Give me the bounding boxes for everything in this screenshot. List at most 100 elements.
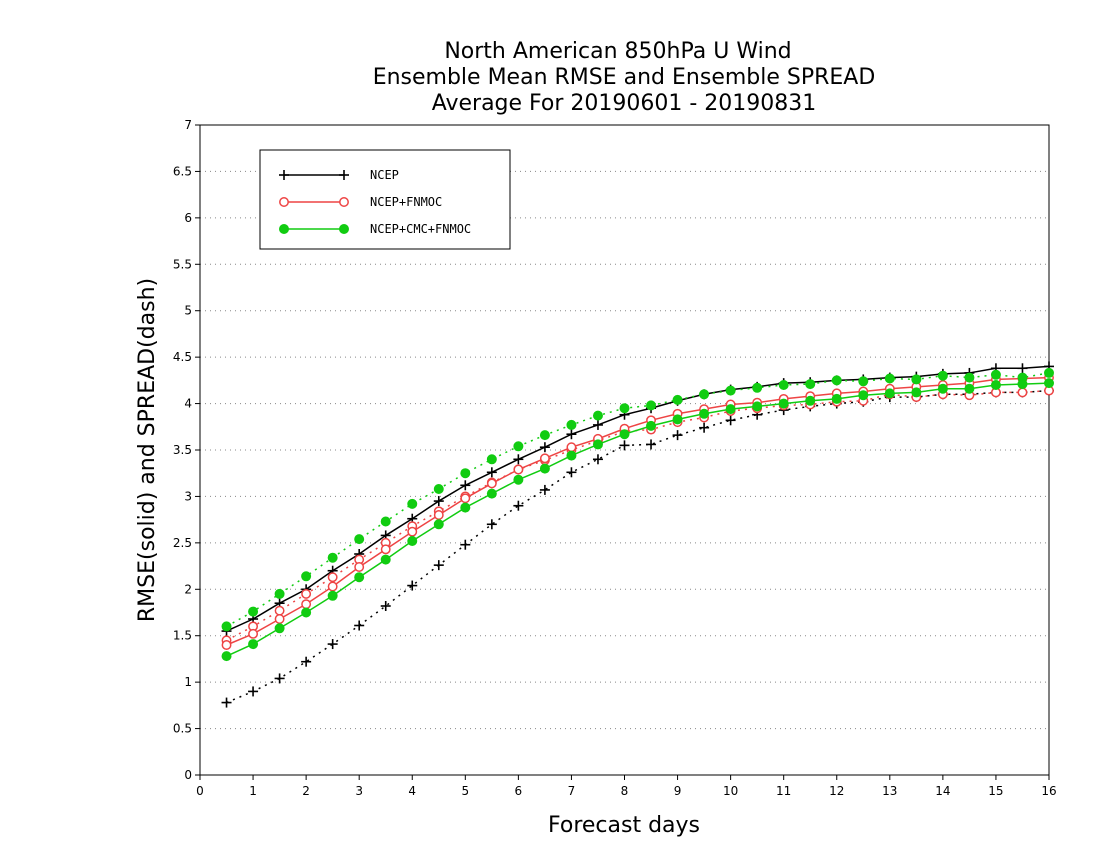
spread-point — [460, 539, 471, 550]
x-tick-label: 13 — [882, 784, 897, 798]
rmse-point — [460, 493, 471, 504]
x-tick-label: 8 — [621, 784, 629, 798]
spread-line — [226, 389, 1050, 642]
rmse-point — [433, 496, 444, 507]
spread-point — [274, 673, 285, 684]
spread-point — [433, 560, 444, 571]
rmse-point — [301, 607, 312, 618]
spread-point — [911, 374, 922, 385]
legend-item: NCEP+FNMOC — [279, 195, 442, 209]
spread-point — [274, 605, 285, 616]
spread-point — [354, 620, 365, 631]
spread-point — [301, 588, 312, 599]
y-tick-label: 6.5 — [173, 164, 192, 178]
rmse-point — [327, 581, 338, 592]
chart-title-line-2: Ensemble Mean RMSE and Ensemble SPREAD — [373, 65, 876, 90]
spread-point — [274, 588, 285, 599]
rmse-point — [1044, 378, 1054, 389]
x-tick-label: 7 — [568, 784, 576, 798]
y-tick-label: 1.5 — [173, 629, 192, 643]
rmse-point — [752, 401, 763, 412]
spread-point — [513, 500, 524, 511]
x-tick-label: 11 — [776, 784, 791, 798]
rmse-point — [566, 429, 577, 440]
spread-point — [301, 656, 312, 667]
rmse-point — [592, 439, 603, 450]
series-ncep-fnmoc — [221, 372, 1054, 650]
rmse-point — [566, 442, 577, 453]
spread-point — [752, 382, 763, 393]
rmse-point — [539, 453, 550, 464]
rmse-point — [407, 536, 418, 546]
spread-point — [301, 571, 312, 582]
series-ncep — [221, 361, 1054, 708]
spread-point — [380, 601, 391, 611]
spread-point — [805, 379, 816, 390]
spread-point — [486, 454, 497, 465]
rmse-point — [646, 420, 657, 431]
rmse-point — [274, 623, 285, 634]
spread-point — [646, 400, 657, 411]
spread-point — [248, 686, 259, 697]
spread-point — [354, 534, 365, 545]
y-tick-label: 0.5 — [173, 722, 192, 736]
rmse-point — [327, 590, 338, 601]
x-tick-label: 1 — [249, 784, 257, 798]
spread-line — [226, 372, 1050, 628]
rmse-point — [513, 464, 524, 475]
legend-item: NCEP+CMC+FNMOC — [279, 222, 471, 236]
rmse-point — [221, 640, 232, 650]
rmse-point — [433, 510, 444, 520]
rmse-point — [858, 390, 869, 401]
rmse-point — [380, 554, 391, 565]
spread-point — [566, 467, 577, 478]
spread-point — [539, 430, 550, 441]
rmse-point — [699, 408, 710, 419]
spread-point — [248, 606, 259, 617]
rmse-point — [486, 467, 497, 478]
rmse-point — [672, 414, 683, 425]
rmse-point — [380, 544, 391, 555]
rmse-point — [1017, 379, 1028, 390]
spread-point — [990, 369, 1001, 380]
x-tick-label: 5 — [461, 784, 469, 798]
spread-point — [672, 430, 683, 441]
rmse-point — [407, 526, 418, 537]
y-tick-label: 5.5 — [173, 257, 192, 271]
legend-marker — [339, 224, 349, 234]
x-tick-label: 15 — [988, 784, 1003, 798]
spread-point — [486, 519, 497, 530]
axes: 00.511.522.533.544.555.566.570 1 2 3 4 5 6 7 8 9 1… — [173, 118, 1057, 798]
spread-point — [592, 410, 603, 421]
spread-point — [327, 572, 338, 583]
spread-point — [407, 580, 418, 591]
spread-point — [327, 552, 338, 563]
y-tick-label: 4 — [184, 397, 192, 411]
x-tick-label: 6 — [515, 784, 523, 798]
spread-point — [1044, 367, 1054, 378]
rmse-point — [274, 614, 285, 624]
y-tick-label: 2.5 — [173, 536, 192, 550]
chart-title-line-3: Average For 20190601 - 20190831 — [432, 91, 817, 116]
y-tick-label: 1 — [184, 675, 192, 689]
legend-label: NCEP+CMC+FNMOC — [370, 222, 471, 236]
legend-label: NCEP — [370, 168, 399, 182]
rmse-point — [592, 419, 603, 430]
y-tick-label: 3.5 — [173, 443, 192, 457]
spread-point — [327, 639, 338, 650]
spread-point — [778, 380, 789, 390]
spread-point — [407, 498, 418, 509]
x-tick-label: 10 — [723, 784, 738, 798]
rmse-point — [301, 599, 312, 610]
y-tick-label: 4.5 — [173, 350, 192, 364]
spread-point — [539, 484, 550, 495]
legend: NCEP NCEP+FNMOC NCEP+CMC+FNMOC — [259, 149, 511, 250]
chart-title: North American 850hPa U Wind Ensemble Me… — [373, 39, 876, 116]
rmse-point — [513, 474, 524, 485]
spread-point — [831, 375, 842, 386]
x-tick-label: 2 — [302, 784, 310, 798]
spread-point — [566, 419, 577, 430]
rmse-point — [433, 519, 444, 530]
legend-box — [259, 149, 511, 250]
